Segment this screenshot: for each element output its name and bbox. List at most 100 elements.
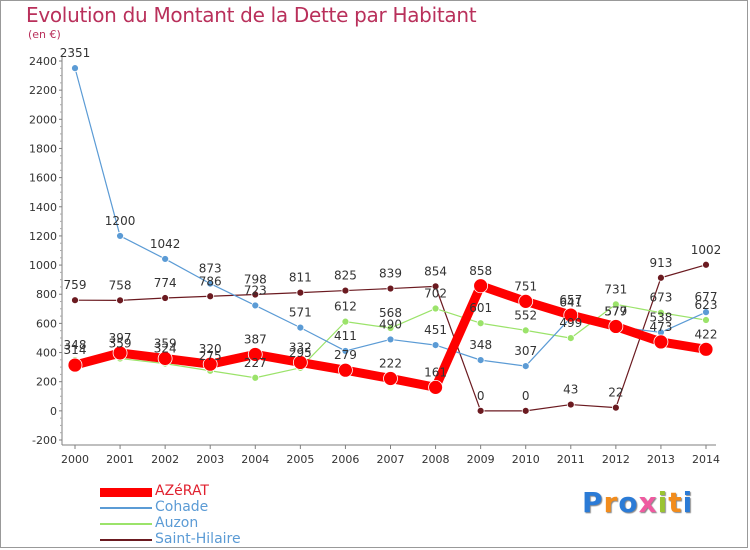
legend-swatch bbox=[100, 523, 152, 525]
data-label: 387 bbox=[244, 332, 267, 346]
data-label: 552 bbox=[514, 308, 537, 322]
data-point bbox=[431, 341, 440, 350]
data-label: 579 bbox=[604, 304, 627, 318]
data-point bbox=[611, 403, 620, 412]
data-label: 359 bbox=[109, 337, 132, 351]
y-tick-label: -200 bbox=[32, 434, 57, 447]
y-tick-label: 400 bbox=[36, 347, 57, 360]
data-point bbox=[521, 362, 530, 370]
data-point bbox=[657, 308, 665, 317]
data-point bbox=[157, 351, 173, 366]
data-point bbox=[116, 296, 124, 305]
data-point bbox=[563, 307, 579, 323]
data-point bbox=[608, 319, 624, 334]
data-point bbox=[653, 334, 669, 350]
data-point bbox=[247, 347, 263, 362]
x-tick-label: 2004 bbox=[241, 453, 269, 466]
data-label: 751 bbox=[514, 279, 537, 293]
data-label: 612 bbox=[334, 300, 357, 314]
y-tick-label: 1000 bbox=[29, 259, 57, 272]
data-point bbox=[386, 335, 395, 344]
data-point bbox=[206, 292, 215, 301]
y-tick-label: 2200 bbox=[29, 84, 57, 97]
chart-subtitle: (en €) bbox=[28, 28, 61, 41]
data-point bbox=[206, 279, 215, 288]
data-label: 473 bbox=[649, 320, 672, 334]
y-tick-label: 200 bbox=[36, 376, 57, 389]
x-tick-label: 2014 bbox=[692, 453, 720, 466]
data-label: 723 bbox=[244, 283, 267, 297]
data-label: 227 bbox=[244, 356, 267, 370]
data-label: 571 bbox=[289, 306, 312, 320]
x-tick-label: 2000 bbox=[61, 453, 89, 466]
x-tick-label: 2006 bbox=[331, 453, 359, 466]
data-point bbox=[702, 308, 710, 317]
x-tick-label: 2001 bbox=[106, 453, 134, 466]
y-tick-label: 2400 bbox=[29, 55, 57, 68]
data-point bbox=[386, 284, 395, 293]
data-point bbox=[566, 334, 575, 343]
data-label: 702 bbox=[424, 287, 447, 301]
data-label: 161 bbox=[424, 365, 447, 379]
data-label: 314 bbox=[64, 343, 87, 357]
logo-letter: r bbox=[603, 486, 619, 519]
legend-label: Auzon bbox=[155, 515, 199, 531]
y-tick-label: 1600 bbox=[29, 172, 57, 185]
data-point bbox=[476, 319, 485, 328]
data-label: 798 bbox=[244, 273, 267, 287]
data-point bbox=[251, 301, 260, 310]
data-label: 673 bbox=[649, 291, 672, 305]
legend-label: AZéRAT bbox=[155, 483, 209, 499]
data-point bbox=[611, 300, 620, 309]
proxiti-logo: Proxiti bbox=[582, 486, 693, 519]
data-point bbox=[71, 64, 79, 73]
y-tick-label: 1400 bbox=[29, 201, 57, 214]
data-label: 359 bbox=[154, 337, 177, 351]
y-tick-label: 600 bbox=[36, 317, 57, 330]
data-label: 774 bbox=[154, 276, 177, 290]
y-tick-label: 0 bbox=[50, 405, 57, 418]
data-point bbox=[296, 288, 305, 297]
y-tick-label: 1200 bbox=[29, 230, 57, 243]
data-label: 1200 bbox=[105, 214, 136, 228]
data-label: 348 bbox=[64, 338, 87, 352]
x-tick-label: 2003 bbox=[196, 453, 224, 466]
legend-swatch bbox=[100, 507, 152, 509]
data-point bbox=[341, 317, 350, 326]
data-point bbox=[702, 316, 710, 324]
data-label: 759 bbox=[64, 278, 87, 292]
data-point bbox=[702, 260, 710, 269]
data-label: 499 bbox=[559, 316, 582, 330]
data-point bbox=[71, 296, 79, 305]
logo-letter: t bbox=[668, 486, 683, 519]
logo-letter: i bbox=[682, 486, 694, 519]
data-point bbox=[431, 304, 440, 313]
legend-label: Saint-Hilaire bbox=[155, 531, 241, 547]
data-point bbox=[383, 371, 398, 386]
data-label: 324 bbox=[154, 342, 177, 356]
x-tick-label: 2012 bbox=[602, 453, 630, 466]
chart-title: Evolution du Montant de la Dette par Hab… bbox=[26, 3, 477, 27]
data-point bbox=[657, 273, 665, 282]
data-label: 490 bbox=[379, 317, 402, 331]
data-label: 1002 bbox=[691, 243, 722, 257]
data-label: 641 bbox=[559, 295, 582, 309]
data-point bbox=[161, 294, 170, 302]
data-point bbox=[251, 373, 260, 382]
data-point bbox=[341, 347, 350, 355]
data-label: 858 bbox=[469, 264, 492, 278]
data-label: 825 bbox=[334, 269, 357, 283]
data-label: 0 bbox=[522, 389, 530, 403]
data-point bbox=[112, 345, 128, 361]
data-point bbox=[521, 406, 530, 415]
data-point bbox=[202, 356, 218, 372]
data-point bbox=[566, 400, 575, 409]
data-point bbox=[67, 357, 83, 373]
y-tick-label: 1800 bbox=[29, 142, 57, 155]
logo-letter: i bbox=[657, 486, 669, 519]
legend-swatch bbox=[100, 487, 152, 497]
data-label: 332 bbox=[289, 340, 312, 354]
data-point bbox=[476, 406, 485, 415]
data-label: 279 bbox=[334, 348, 357, 362]
data-point bbox=[476, 356, 485, 365]
